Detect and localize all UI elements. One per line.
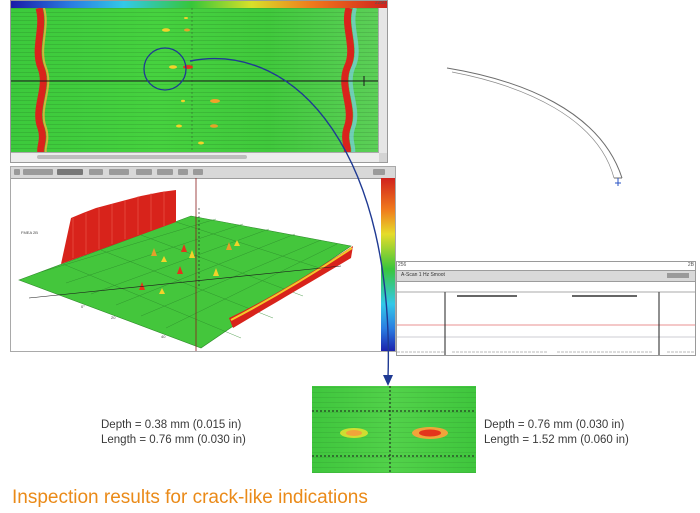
scrollbar-thumb[interactable] — [37, 155, 247, 159]
color-scale-bar — [11, 1, 387, 8]
toolbar-button[interactable] — [157, 169, 173, 175]
left-depth-text: Depth = 0.38 mm (0.015 in) — [101, 419, 242, 431]
profile-graphic — [397, 291, 695, 355]
indication-left-measurements: Depth = 0.38 mm (0.015 in) Length = 0.76… — [101, 418, 246, 448]
3d-tick-label: 20 — [111, 315, 116, 320]
toolbar-button[interactable] — [178, 169, 188, 175]
weld-left-band — [34, 8, 47, 153]
3d-tick-label: 40 — [161, 334, 166, 339]
cscan-panel: 2250 — [10, 0, 388, 163]
toolbar-button[interactable] — [193, 169, 203, 175]
probe-position-marker — [615, 178, 621, 186]
profile-left-label: 256 — [398, 262, 407, 268]
toolbar-button[interactable] — [136, 169, 152, 175]
left-length-text: Length = 0.76 mm (0.030 in) — [101, 434, 246, 446]
cscan-horizontal-scrollbar[interactable] — [11, 152, 379, 162]
cscan-image[interactable] — [11, 8, 379, 153]
indication-right-measurements: Depth = 0.76 mm (0.030 in) Length = 1.52… — [484, 418, 629, 448]
zoomed-indication-image — [312, 386, 476, 473]
toolbar-button[interactable] — [14, 169, 20, 175]
cscan-vertical-scrollbar[interactable] — [378, 8, 387, 153]
3d-axis-label: FMEA 2B — [21, 230, 38, 235]
3d-color-scale — [381, 178, 395, 351]
profile-panel: 256 2B A-Scan 1 Hz Smoot — [396, 261, 696, 356]
indication-highlight-circle — [143, 47, 187, 91]
profile-toolbar-buttons[interactable] — [667, 273, 689, 278]
window-close-button[interactable] — [373, 169, 385, 175]
3d-surface-graphic — [18, 178, 353, 351]
toolbar-field[interactable] — [109, 169, 129, 175]
zoom-graphic — [312, 386, 476, 473]
figure-caption: Inspection results for crack-like indica… — [12, 487, 368, 508]
toolbar-field[interactable] — [89, 169, 103, 175]
right-depth-text: Depth = 0.76 mm (0.030 in) — [484, 419, 625, 431]
profile-toolbar: A-Scan 1 Hz Smoot — [397, 270, 695, 282]
toolbar-slider[interactable] — [57, 169, 83, 175]
profile-toolbar-text: A-Scan 1 Hz Smoot — [401, 272, 445, 278]
3d-tick-label: 0° — [81, 304, 85, 309]
3d-view-panel: FMEA 2B — [10, 166, 396, 352]
cscan-scale-label: 2250 — [374, 0, 386, 6]
right-length-text: Length = 1.52 mm (0.060 in) — [484, 434, 629, 446]
toolbar-dropdown[interactable] — [23, 169, 53, 175]
profile-right-label: 2B — [687, 262, 694, 268]
cscan-graphic — [11, 8, 379, 153]
